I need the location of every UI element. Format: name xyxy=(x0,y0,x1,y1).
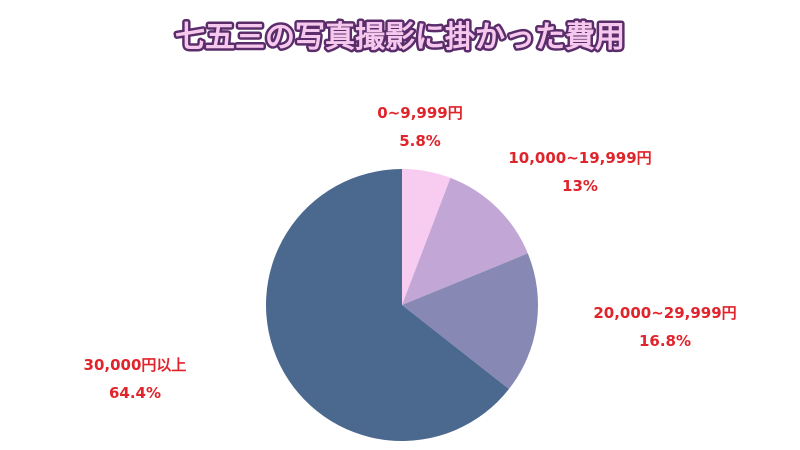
slice-category-label: 30,000円以上 xyxy=(84,356,187,374)
slice-category-label: 10,000~19,999円 xyxy=(508,149,651,167)
slice-value-label: 13% xyxy=(562,177,598,195)
pie-slice xyxy=(402,253,538,390)
slice-category-label: 0~9,999円 xyxy=(377,104,462,122)
chart-title: 七五三の写真撮影に掛かった費用 xyxy=(175,20,625,55)
pie-slice xyxy=(266,169,509,442)
slice-value-label: 64.4% xyxy=(109,384,161,402)
slice-category-label: 20,000~29,999円 xyxy=(593,304,736,322)
pie-slice xyxy=(402,169,451,305)
slice-value-label: 5.8% xyxy=(399,132,441,150)
pie-slice xyxy=(402,177,528,305)
slice-value-label: 16.8% xyxy=(639,332,691,350)
